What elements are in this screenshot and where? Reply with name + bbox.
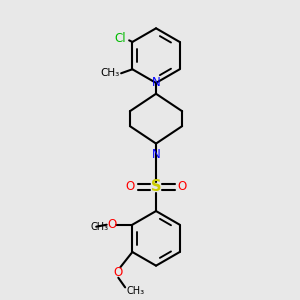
Text: Cl: Cl <box>115 32 126 45</box>
Text: S: S <box>151 179 161 194</box>
Text: O: O <box>126 181 135 194</box>
Text: O: O <box>114 266 123 279</box>
Text: O: O <box>108 218 117 231</box>
Text: O: O <box>177 181 186 194</box>
Text: CH₃: CH₃ <box>127 286 145 296</box>
Text: N: N <box>152 148 160 161</box>
Text: CH₃: CH₃ <box>100 68 119 78</box>
Text: CH₃: CH₃ <box>90 222 108 232</box>
Text: N: N <box>152 76 160 89</box>
